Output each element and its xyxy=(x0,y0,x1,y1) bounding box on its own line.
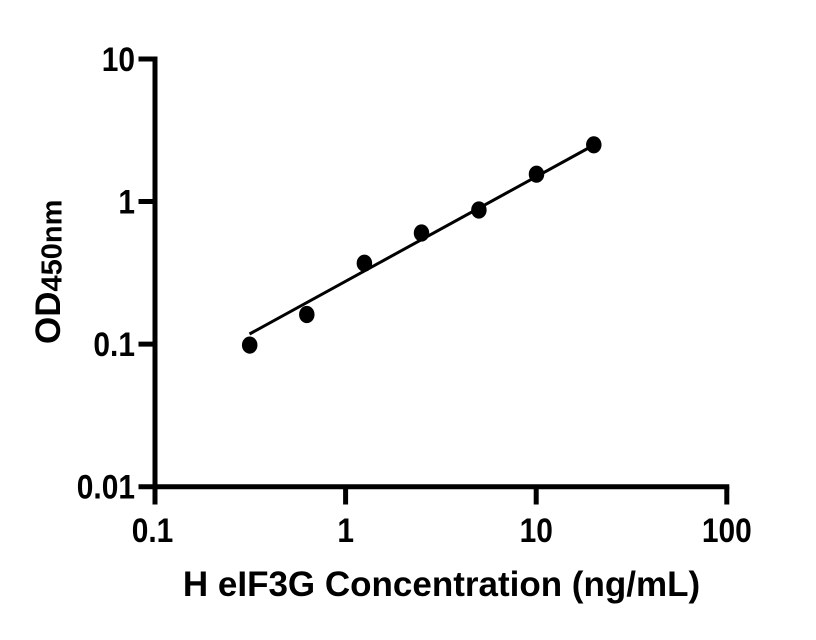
svg-text:10: 10 xyxy=(102,40,135,78)
svg-text:100: 100 xyxy=(702,511,752,549)
svg-text:10: 10 xyxy=(520,511,553,549)
svg-text:0.01: 0.01 xyxy=(77,468,135,506)
svg-text:OD450nm: OD450nm xyxy=(29,200,69,344)
svg-text:1: 1 xyxy=(118,183,135,221)
svg-text:0.1: 0.1 xyxy=(132,511,174,549)
svg-text:0.1: 0.1 xyxy=(93,325,135,363)
svg-text:H eIF3G Concentration (ng/mL): H eIF3G Concentration (ng/mL) xyxy=(183,565,700,604)
svg-text:1: 1 xyxy=(337,511,354,549)
